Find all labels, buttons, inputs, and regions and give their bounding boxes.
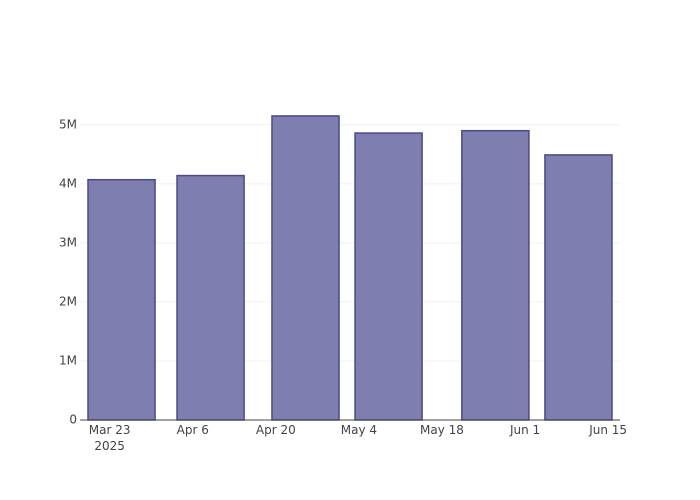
x-tick-label: Jun 1 bbox=[509, 423, 540, 437]
x-tick-label-line: Apr 20 bbox=[256, 423, 296, 437]
x-tick-label-line: May 4 bbox=[341, 423, 377, 437]
x-tick-label: Jun 15 bbox=[588, 423, 627, 437]
x-tick-label: May 4 bbox=[341, 423, 377, 437]
x-tick-label: May 18 bbox=[420, 423, 464, 437]
x-tick-label: Mar 23 2025 bbox=[89, 423, 131, 453]
bar bbox=[461, 129, 530, 421]
bar bbox=[544, 154, 613, 421]
bar bbox=[271, 115, 340, 421]
bar bbox=[354, 132, 423, 421]
grid bbox=[80, 124, 620, 362]
x-tick-label-line: Jun 1 bbox=[509, 423, 540, 437]
y-tick-label: 2M bbox=[59, 294, 77, 308]
x-tick-label-line: Jun 15 bbox=[588, 423, 627, 437]
bar bbox=[176, 174, 245, 421]
x-tick-label-line: Apr 6 bbox=[177, 423, 209, 437]
x-tick-label-line: Mar 23 bbox=[89, 423, 131, 437]
y-tick-label: 5M bbox=[59, 117, 77, 131]
x-tick-label: Apr 20 bbox=[256, 423, 296, 437]
y-tick-label: 1M bbox=[59, 353, 77, 367]
bar bbox=[87, 178, 156, 421]
x-tick-label: Apr 6 bbox=[177, 423, 209, 437]
x-tick-label-line: May 18 bbox=[420, 423, 464, 437]
y-tick-label: 3M bbox=[59, 235, 77, 249]
y-tick-label: 4M bbox=[59, 176, 77, 190]
y-tick-label: 0 bbox=[69, 413, 77, 427]
x-tick-label-line: 2025 bbox=[94, 439, 125, 453]
